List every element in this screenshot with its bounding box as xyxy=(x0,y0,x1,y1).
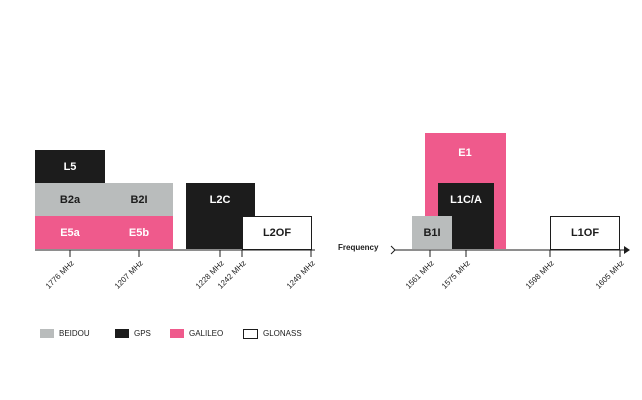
block-label: B2I xyxy=(130,194,147,206)
legend-swatch xyxy=(170,329,184,338)
legend-swatch xyxy=(40,329,54,338)
tick-label: 1575 MHz xyxy=(440,259,472,291)
tick-label: 1598 MHz xyxy=(524,259,556,291)
block xyxy=(35,150,105,183)
block-label: L2C xyxy=(210,194,231,206)
axis-arrow xyxy=(390,245,396,255)
tick-label: 1561 MHz xyxy=(404,259,436,291)
block-label: B1I xyxy=(423,227,440,239)
block-label: L5 xyxy=(64,161,77,173)
block-label: L2OF xyxy=(263,227,291,239)
legend-label: BEIDOU xyxy=(59,329,90,338)
axis-label: Frequency xyxy=(338,243,379,252)
tick-label: 1249 MHz xyxy=(285,259,317,291)
block-label: L1OF xyxy=(571,227,599,239)
block-label: L1C/A xyxy=(450,194,482,206)
legend-label: GLONASS xyxy=(263,329,302,338)
block xyxy=(412,216,452,249)
block xyxy=(35,216,105,249)
block-label: E5b xyxy=(129,227,149,239)
axis-arrow xyxy=(624,246,630,254)
legend-label: GPS xyxy=(134,329,151,338)
tick-label: 1605 MHz xyxy=(594,259,626,291)
block xyxy=(105,216,173,249)
block xyxy=(35,183,105,216)
tick-label: 1776 MHz xyxy=(44,259,76,291)
block-label: E1 xyxy=(458,147,471,159)
legend-label: GALILEO xyxy=(189,329,223,338)
tick-label: 1207 MHz xyxy=(113,259,145,291)
legend-swatch xyxy=(243,329,258,339)
block-label: B2a xyxy=(60,194,81,206)
block xyxy=(242,216,312,250)
legend-swatch xyxy=(115,329,129,338)
block xyxy=(105,183,173,216)
block-label: E5a xyxy=(60,227,80,239)
